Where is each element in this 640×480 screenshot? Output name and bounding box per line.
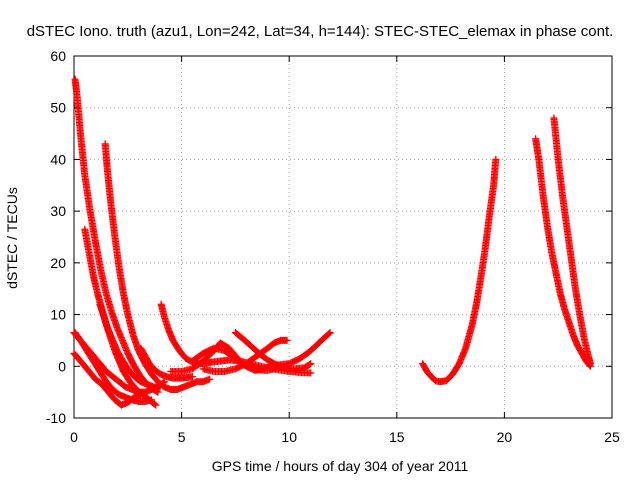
y-tick-label: 30 [50, 203, 66, 219]
series-track [101, 140, 214, 394]
series-track [231, 329, 315, 373]
plot-frame [73, 55, 613, 419]
data-point [147, 396, 155, 404]
y-tick-label: 10 [50, 307, 66, 323]
y-tick-label: 0 [58, 358, 66, 374]
chart-title: dSTEC Iono. truth (azu1, Lon=242, Lat=34… [27, 23, 614, 40]
data-point [586, 360, 594, 368]
series-track [137, 344, 196, 382]
x-tick-label: 20 [497, 429, 513, 445]
data-point [326, 329, 334, 337]
data-point [188, 373, 196, 381]
y-tick-label: 50 [50, 100, 66, 116]
data-point [159, 379, 167, 387]
series-track [532, 135, 594, 370]
y-axis-label: dSTEC / TECUs [4, 187, 20, 289]
y-tick-label: -10 [46, 410, 66, 426]
data-point [305, 361, 313, 369]
data-point [151, 400, 159, 408]
x-tick-label: 25 [604, 429, 620, 445]
data-point [160, 378, 168, 386]
series-track [550, 114, 594, 368]
data-point [283, 336, 291, 344]
data-point [206, 375, 214, 383]
x-tick-label: 5 [178, 429, 186, 445]
data-point [325, 330, 333, 338]
series-track [71, 75, 162, 396]
y-tick-label: 40 [50, 151, 66, 167]
series-track [199, 336, 291, 375]
series-track [419, 155, 500, 386]
data-marks [70, 75, 594, 409]
y-tick-label: 60 [50, 48, 66, 64]
x-tick-label: 10 [281, 429, 297, 445]
grid [74, 56, 612, 418]
x-axis-label: GPS time / hours of day 304 of year 2011 [212, 458, 469, 474]
data-point [492, 155, 500, 163]
data-point [307, 369, 315, 377]
x-tick-label: 0 [70, 429, 78, 445]
data-point [156, 383, 164, 391]
y-tick-label: 20 [50, 255, 66, 271]
data-point [307, 360, 315, 368]
x-tick-label: 15 [389, 429, 405, 445]
data-point [152, 401, 160, 409]
series-track [96, 300, 164, 391]
